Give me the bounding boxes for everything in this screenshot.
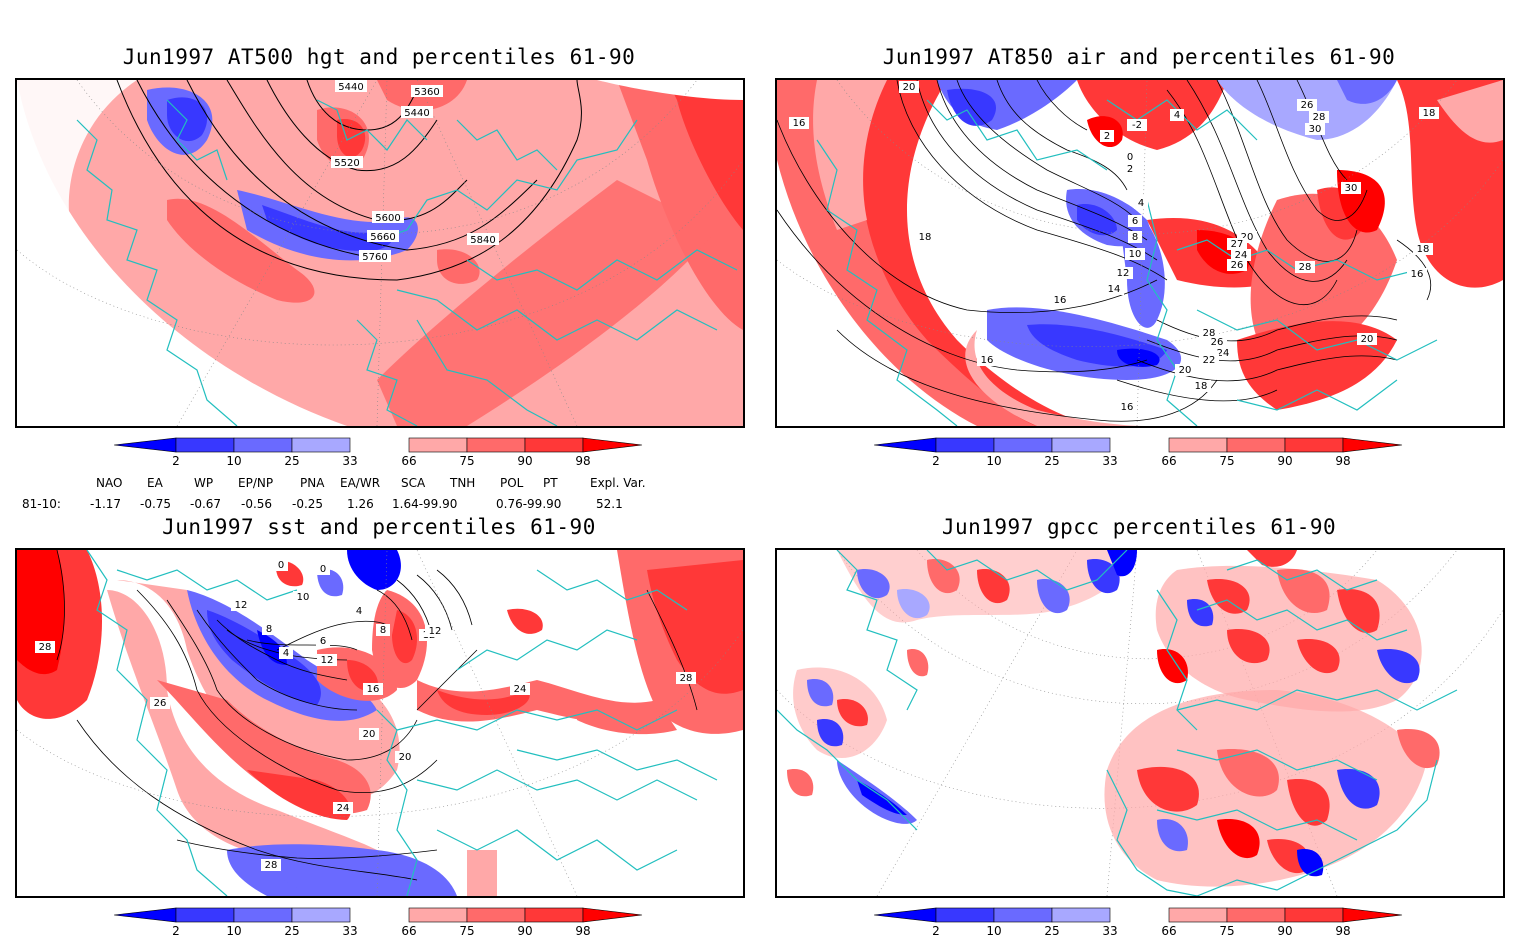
map-sst-canvas — [17, 550, 743, 896]
index-header: Expl. Var. — [590, 476, 646, 490]
colorbar-tick: 25 — [1044, 924, 1060, 938]
colorbar-tick: 66 — [401, 454, 417, 468]
index-header: SCA — [401, 476, 426, 490]
colorbar-tick: 10 — [986, 924, 1002, 938]
index-header: WP — [194, 476, 214, 490]
colorbar-tick: 2 — [932, 454, 940, 468]
index-header: TNH — [450, 476, 476, 490]
colorbar-tick: 75 — [459, 924, 475, 938]
index-value: -1.17 — [90, 497, 122, 511]
colorbar-tick: 25 — [1044, 454, 1060, 468]
colorbar-tick: 2 — [172, 924, 180, 938]
colorbar-tick: 66 — [1161, 454, 1177, 468]
colorbar-tick: 2 — [932, 924, 940, 938]
index-row-label: 81-10: — [22, 497, 61, 511]
index-header: PT — [543, 476, 558, 490]
colorbar-tick: 10 — [986, 454, 1002, 468]
colorbar-air850: 2 10 25 33 66 75 90 98 — [874, 436, 1414, 478]
colorbar-tick: 25 — [284, 924, 300, 938]
colorbar-gpcc: 2 10 25 33 66 75 90 98 — [874, 906, 1414, 948]
index-value: 52.1 — [596, 497, 623, 511]
colorbar-tick: 25 — [284, 454, 300, 468]
panel-title-air850: Jun1997 AT850 air and percentiles 61-90 — [882, 45, 1396, 69]
colorbar-tick: 75 — [1219, 454, 1235, 468]
indices-header-row: NAO EA WP EP/NP PNA EA/WR SCA TNH POL PT… — [0, 476, 760, 492]
index-header: PNA — [300, 476, 325, 490]
index-header: NAO — [96, 476, 123, 490]
index-value: -0.25 — [292, 497, 324, 511]
index-header: EP/NP — [238, 476, 274, 490]
colorbar-tick: 10 — [226, 454, 242, 468]
colorbar-tick: 98 — [575, 454, 591, 468]
index-header: POL — [500, 476, 524, 490]
index-value: -0.67 — [190, 497, 222, 511]
panel-title-gpcc: Jun1997 gpcc percentiles 61-90 — [941, 515, 1337, 539]
index-header: EA/WR — [340, 476, 381, 490]
index-header: EA — [147, 476, 163, 490]
colorbar-tick: 33 — [1102, 454, 1118, 468]
colorbar-tick: 90 — [1277, 924, 1293, 938]
colorbar-hgt500: 2 10 25 33 66 75 90 98 — [114, 436, 654, 478]
index-value: -0.75 — [140, 497, 172, 511]
colorbar-tick: 98 — [1335, 454, 1351, 468]
colorbar-tick: 98 — [575, 924, 591, 938]
map-air850: 20 16 4 2 -2 0 2 26 28 30 18 30 4 6 8 10 12 14 16 18 20 27 24 2… — [775, 78, 1505, 428]
map-hgt500: 5440 5360 5440 5520 5600 5660 5760 5840 — [15, 78, 745, 428]
colorbar-tick: 90 — [517, 454, 533, 468]
colorbar-tick: 90 — [517, 924, 533, 938]
indices-value-row: 81-10: -1.17 -0.75 -0.67 -0.56 -0.25 1.2… — [0, 497, 760, 513]
index-value: 1.64-99.90 — [392, 497, 458, 511]
map-air850-canvas — [777, 80, 1503, 426]
colorbar-tick: 33 — [342, 924, 358, 938]
colorbar-sst: 2 10 25 33 66 75 90 98 — [114, 906, 654, 948]
index-value: 0.76-99.90 — [496, 497, 562, 511]
map-sst: 0 0 10 8 4 6 12 16 20 24 28 26 20 24 28 12 4 8 12 12 28 — [15, 548, 745, 898]
colorbar-tick: 75 — [1219, 924, 1235, 938]
colorbar-tick: 33 — [1102, 924, 1118, 938]
colorbar-tick: 2 — [172, 454, 180, 468]
colorbar-tick: 10 — [226, 924, 242, 938]
map-gpcc — [775, 548, 1505, 898]
colorbar-tick: 66 — [401, 924, 417, 938]
colorbar-tick: 98 — [1335, 924, 1351, 938]
map-hgt500-canvas — [17, 80, 743, 426]
panel-title-hgt500: Jun1997 AT500 hgt and percentiles 61-90 — [122, 45, 636, 69]
colorbar-tick: 75 — [459, 454, 475, 468]
map-gpcc-canvas — [777, 550, 1503, 896]
index-value: 1.26 — [347, 497, 374, 511]
colorbar-tick: 66 — [1161, 924, 1177, 938]
colorbar-tick: 90 — [1277, 454, 1293, 468]
panel-title-sst: Jun1997 sst and percentiles 61-90 — [162, 515, 596, 539]
index-value: -0.56 — [241, 497, 273, 511]
colorbar-tick: 33 — [342, 454, 358, 468]
